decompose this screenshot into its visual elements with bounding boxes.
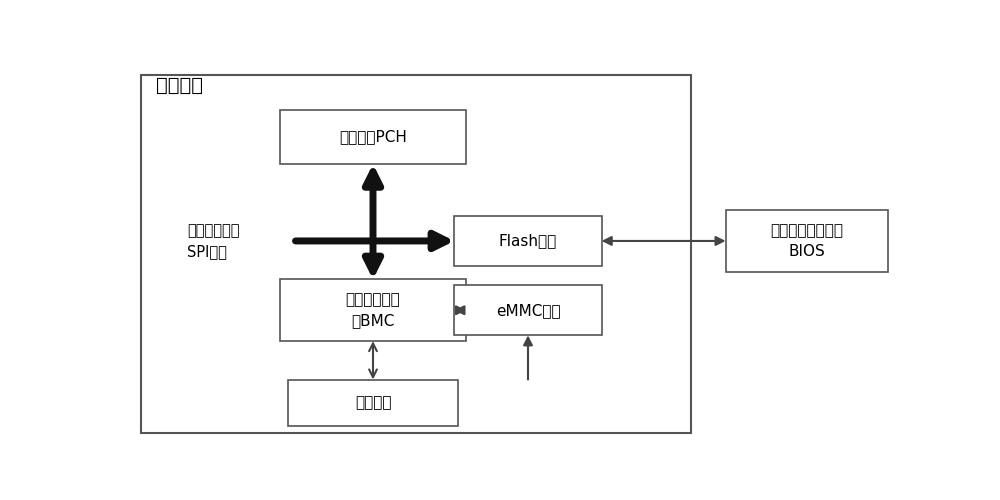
Text: Flash芯片: Flash芯片: [499, 234, 557, 248]
Text: 串行外设接口
SPI总线: 串行外设接口 SPI总线: [187, 223, 240, 259]
Text: 驱动部件: 驱动部件: [355, 395, 391, 410]
Bar: [454, 216, 602, 266]
Bar: [280, 110, 466, 164]
Bar: [280, 280, 466, 341]
Text: 集成南桥PCH: 集成南桥PCH: [339, 130, 407, 144]
Bar: [288, 380, 458, 426]
Bar: [140, 76, 691, 434]
Text: 扩展组件: 扩展组件: [156, 76, 203, 94]
Bar: [726, 210, 888, 272]
Text: 基本输入输出系统
BIOS: 基本输入输出系统 BIOS: [770, 223, 844, 259]
Text: 基板管理控制
器BMC: 基板管理控制 器BMC: [346, 292, 400, 328]
Bar: [454, 285, 602, 336]
Text: eMMC芯片: eMMC芯片: [496, 302, 560, 318]
